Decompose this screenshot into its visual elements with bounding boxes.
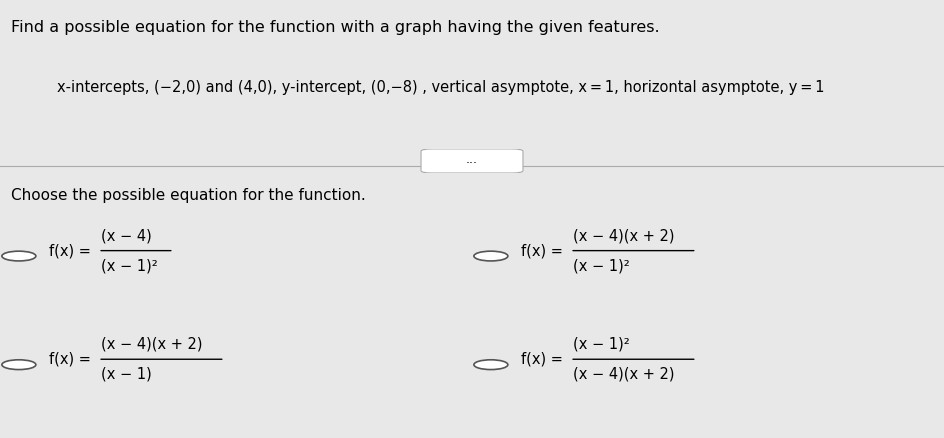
Circle shape xyxy=(2,251,36,261)
FancyBboxPatch shape xyxy=(421,149,523,173)
Text: (x − 4)(x + 2): (x − 4)(x + 2) xyxy=(101,337,203,352)
Text: (x − 1)²: (x − 1)² xyxy=(101,258,158,273)
Text: (x − 4): (x − 4) xyxy=(101,228,152,243)
Text: (x − 1): (x − 1) xyxy=(101,367,152,381)
Circle shape xyxy=(2,360,36,370)
Text: (x − 1)²: (x − 1)² xyxy=(573,337,630,352)
Text: f(x) =: f(x) = xyxy=(49,352,95,367)
Text: x-intercepts, (−2,0) and (4,0), y-intercept, (0,−8) , vertical asymptote, x = 1,: x-intercepts, (−2,0) and (4,0), y-interc… xyxy=(57,80,824,95)
Text: (x − 1)²: (x − 1)² xyxy=(573,258,630,273)
Text: f(x) =: f(x) = xyxy=(521,352,567,367)
Text: f(x) =: f(x) = xyxy=(521,243,567,258)
Text: ...: ... xyxy=(466,153,478,166)
Text: Choose the possible equation for the function.: Choose the possible equation for the fun… xyxy=(11,188,366,203)
Text: f(x) =: f(x) = xyxy=(49,243,95,258)
Circle shape xyxy=(474,251,508,261)
Text: (x − 4)(x + 2): (x − 4)(x + 2) xyxy=(573,228,675,243)
Circle shape xyxy=(474,360,508,370)
Text: Find a possible equation for the function with a graph having the given features: Find a possible equation for the functio… xyxy=(11,20,660,35)
Text: (x − 4)(x + 2): (x − 4)(x + 2) xyxy=(573,367,675,381)
